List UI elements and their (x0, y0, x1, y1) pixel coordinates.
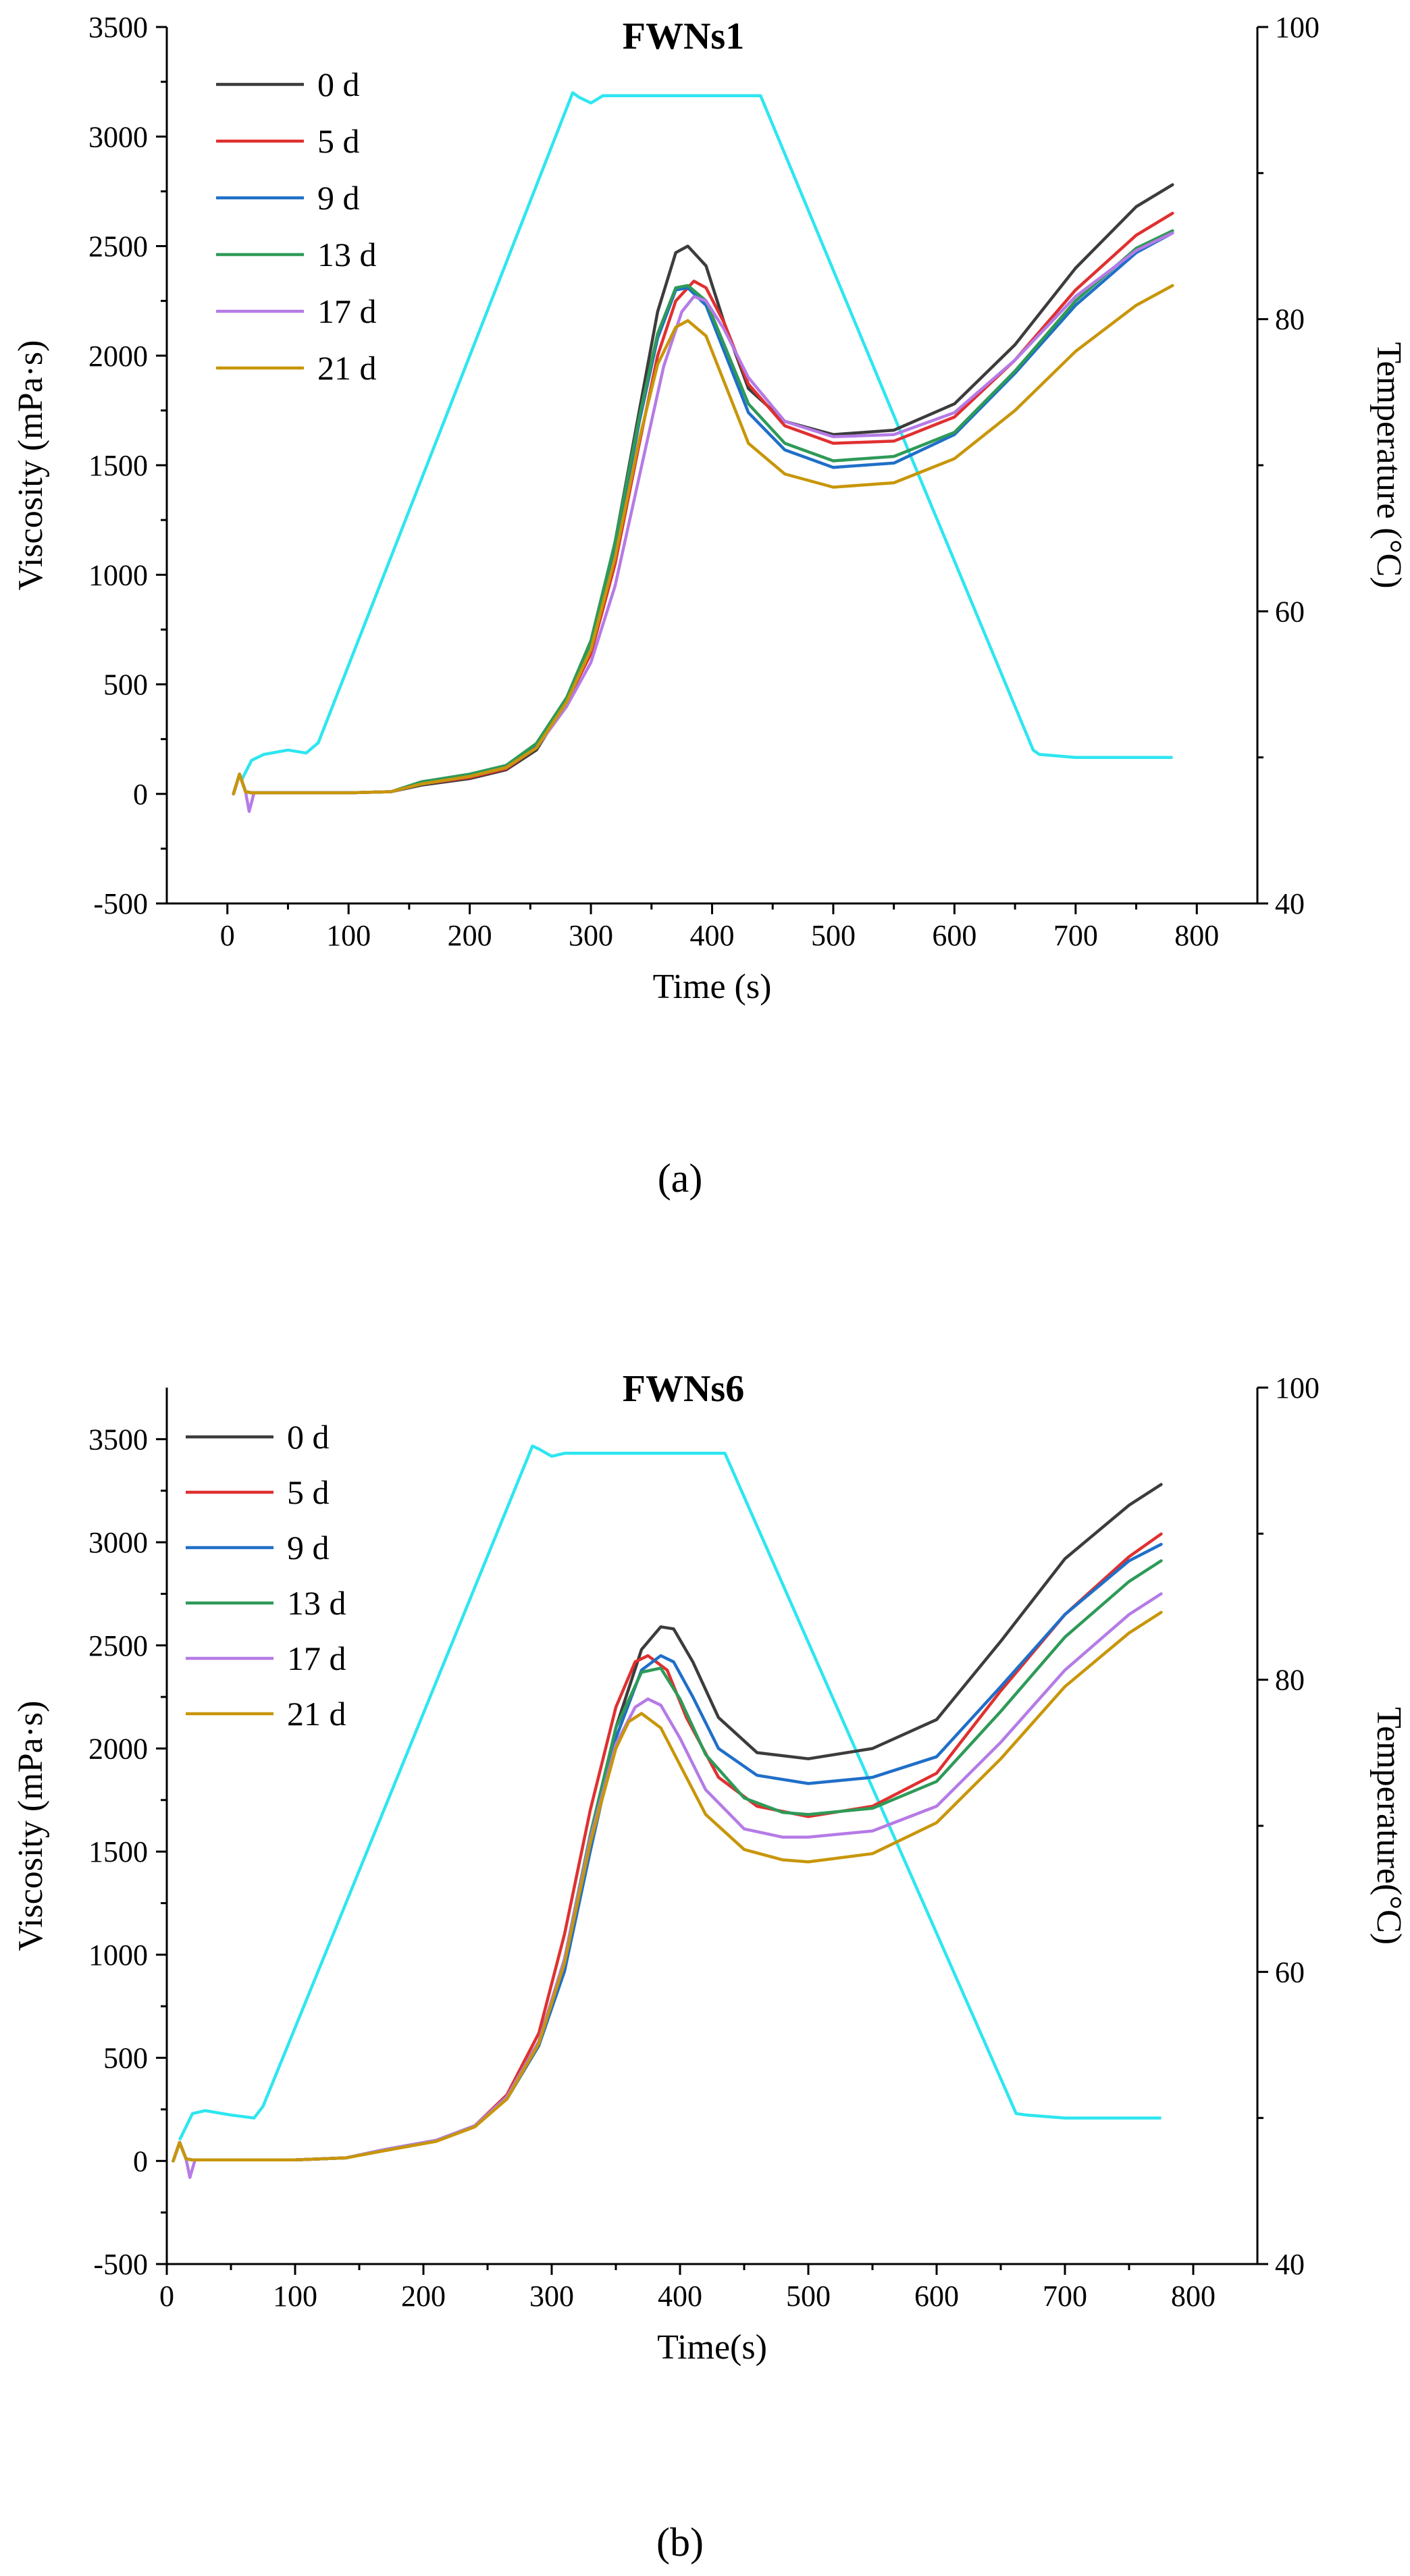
legend-label-21-d: 21 d (317, 349, 377, 387)
y-tick-label: 3500 (88, 11, 148, 44)
y-tick-label: 2000 (88, 340, 148, 373)
y-tick-label: 0 (133, 2145, 148, 2178)
chart-fwns1: 0 100 200 300 400 500 600 700 800 -500 0 500 1000 150… (11, 11, 1408, 1201)
figure-caption: (b) (656, 2520, 704, 2565)
x-axis-title: Time (s) (653, 968, 772, 1006)
y-tick-label: 3000 (88, 120, 148, 153)
x-tick-label: 800 (1174, 919, 1219, 952)
x-axis-title: Time(s) (657, 2328, 767, 2367)
series-line-21-d (232, 284, 1174, 796)
legend-label-0-d: 0 d (317, 65, 360, 103)
y2-tick-label: 100 (1275, 11, 1320, 44)
y-tick-label: 500 (103, 2042, 148, 2075)
y2-tick-label: 80 (1275, 1664, 1305, 1697)
legend-label-17-d: 17 d (287, 1639, 346, 1677)
y-tick-label: -500 (93, 2248, 148, 2281)
y-axis-title: Viscosity (mPa·s) (11, 1701, 50, 1951)
y2-tick-label: 60 (1275, 1955, 1305, 1989)
y-tick-label: 3000 (88, 1526, 148, 1559)
series-line-9-d (172, 1542, 1163, 2163)
y-tick-label: 1000 (88, 1939, 148, 1972)
x-tick-label: 0 (220, 919, 235, 952)
legend-label-9-d: 9 d (287, 1529, 330, 1567)
x-tick-label: 500 (811, 919, 856, 952)
x-tick-label: 400 (658, 2280, 702, 2313)
y-tick-label: 500 (103, 668, 148, 702)
chart-title: FWNs1 (623, 16, 744, 57)
legend-label-5-d: 5 d (287, 1473, 330, 1511)
legend-label-5-d: 5 d (317, 122, 360, 160)
x-tick-label: 300 (569, 919, 613, 952)
x-tick-label: 200 (448, 919, 492, 952)
y2-tick-label: 60 (1275, 595, 1305, 628)
y2-axis-title: Temperature (°C) (1369, 342, 1408, 588)
temperature-line (178, 1444, 1161, 2141)
legend-label-9-d: 9 d (317, 179, 360, 217)
x-tick-label: 400 (690, 919, 735, 952)
x-tick-label: 600 (932, 919, 976, 952)
legend-label-17-d: 17 d (317, 292, 377, 330)
chart-fwns6: 0 100 200 300 400 500 600 700 800 -500 0 500 1000 150… (11, 1368, 1408, 2565)
x-tick-label: 0 (159, 2280, 174, 2313)
x-tick-label: 700 (1053, 919, 1098, 952)
temperature-line (240, 91, 1173, 781)
legend-label-13-d: 13 d (287, 1584, 346, 1622)
legend-label-21-d: 21 d (287, 1695, 346, 1733)
figure-caption: (a) (658, 1156, 703, 1201)
x-tick-label: 500 (786, 2280, 831, 2313)
y-tick-label: 3500 (88, 1423, 148, 1456)
y-tick-label: 0 (133, 778, 148, 811)
y2-tick-label: 40 (1275, 887, 1305, 920)
y-tick-label: 2000 (88, 1732, 148, 1765)
y2-tick-label: 80 (1275, 303, 1305, 336)
legend-label-0-d: 0 d (287, 1418, 330, 1456)
y-tick-label: 2500 (88, 230, 148, 263)
legend-label-13-d: 13 d (317, 236, 377, 273)
y-tick-label: 1500 (88, 449, 148, 482)
series-line-17-d (172, 1592, 1163, 2179)
x-tick-label: 800 (1171, 2280, 1216, 2313)
y2-axis-title: Temperature(°C) (1369, 1707, 1408, 1945)
y2-tick-label: 40 (1275, 2248, 1305, 2281)
y-tick-label: -500 (93, 887, 148, 920)
x-tick-label: 300 (529, 2280, 574, 2313)
x-tick-label: 100 (326, 919, 371, 952)
x-tick-label: 700 (1043, 2280, 1087, 2313)
y-tick-label: 1000 (88, 558, 148, 592)
y-tick-label: 1500 (88, 1835, 148, 1868)
chart-title: FWNs6 (623, 1368, 744, 1410)
x-tick-label: 100 (273, 2280, 317, 2313)
x-tick-label: 200 (401, 2280, 446, 2313)
y2-tick-label: 100 (1275, 1371, 1320, 1404)
series-line-21-d (172, 1610, 1163, 2163)
y-tick-label: 2500 (88, 1629, 148, 1662)
x-tick-label: 600 (914, 2280, 959, 2313)
series-line-0-d (232, 183, 1174, 796)
y-axis-title: Viscosity (mPa·s) (11, 340, 50, 591)
